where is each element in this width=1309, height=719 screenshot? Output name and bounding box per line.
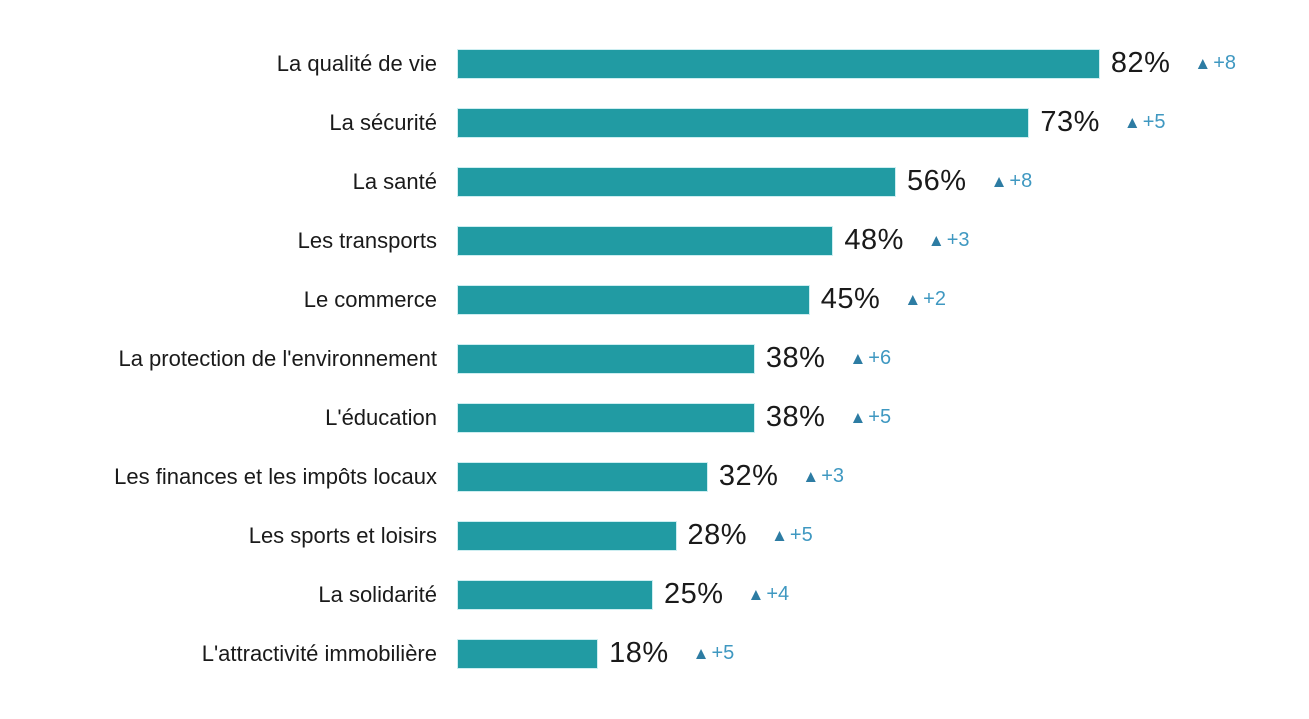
value-bar bbox=[457, 461, 708, 492]
delta-label: +5 bbox=[789, 524, 813, 546]
chart-row: La qualité de vie 82% ▲ +8 bbox=[0, 34, 1309, 93]
chart-row: Les sports et loisirs 28% ▲ +5 bbox=[0, 506, 1309, 565]
value-bar bbox=[457, 638, 599, 669]
category-label: La solidarité bbox=[318, 581, 437, 607]
bar-area: 32% ▲ +3 bbox=[457, 447, 1309, 506]
triangle-up-icon: ▲ bbox=[802, 467, 820, 486]
category-label: La qualité de vie bbox=[276, 50, 437, 76]
value-label: 56% bbox=[907, 165, 967, 197]
category-label: Les finances et les impôts locaux bbox=[114, 463, 437, 489]
value-bar bbox=[457, 579, 653, 610]
chart-row: L'éducation 38% ▲ +5 bbox=[0, 388, 1309, 447]
triangle-up-icon: ▲ bbox=[849, 349, 867, 368]
bar-area: 38% ▲ +5 bbox=[457, 388, 1309, 447]
triangle-up-icon: ▲ bbox=[927, 231, 945, 250]
chart-row: Le commerce 45% ▲ +2 bbox=[0, 270, 1309, 329]
delta-indicator: ▲ +5 bbox=[849, 406, 891, 429]
triangle-up-icon: ▲ bbox=[1123, 113, 1141, 132]
value-label: 38% bbox=[765, 342, 826, 374]
delta-indicator: ▲ +6 bbox=[849, 347, 891, 370]
category-label: Le commerce bbox=[303, 286, 437, 312]
triangle-up-icon: ▲ bbox=[692, 644, 710, 663]
chart-row: Les transports 48% ▲ +3 bbox=[0, 211, 1309, 270]
delta-label: +8 bbox=[1009, 170, 1033, 192]
delta-indicator: ▲ +4 bbox=[748, 583, 790, 606]
delta-label: +5 bbox=[1142, 111, 1166, 133]
bar-area: 48% ▲ +3 bbox=[457, 211, 1309, 270]
triangle-up-icon: ▲ bbox=[904, 290, 922, 309]
category-label: La protection de l'environnement bbox=[118, 345, 437, 371]
horizontal-bar-chart: La qualité de vie 82% ▲ +8 La sécurité 7… bbox=[0, 34, 1309, 683]
delta-label: +3 bbox=[946, 229, 970, 251]
triangle-up-icon: ▲ bbox=[1194, 54, 1212, 73]
value-label: 18% bbox=[609, 637, 669, 669]
value-label: 73% bbox=[1040, 106, 1100, 138]
value-label: 25% bbox=[664, 578, 724, 610]
value-bar bbox=[457, 48, 1100, 79]
delta-indicator: ▲ +5 bbox=[1124, 111, 1166, 134]
value-label: 28% bbox=[687, 519, 748, 551]
delta-indicator: ▲ +8 bbox=[1194, 52, 1236, 75]
chart-row: La santé 56% ▲ +8 bbox=[0, 152, 1309, 211]
bar-area: 45% ▲ +2 bbox=[457, 270, 1309, 329]
delta-label: +5 bbox=[868, 406, 892, 428]
triangle-up-icon: ▲ bbox=[990, 172, 1008, 191]
category-label: Les transports bbox=[297, 227, 437, 253]
category-label: La sécurité bbox=[329, 109, 437, 135]
category-label: La santé bbox=[352, 168, 437, 194]
value-label: 45% bbox=[820, 283, 881, 315]
category-label: L'éducation bbox=[325, 404, 437, 430]
delta-label: +4 bbox=[766, 583, 790, 605]
delta-label: +3 bbox=[821, 465, 845, 487]
delta-label: +6 bbox=[868, 347, 892, 369]
delta-indicator: ▲ +3 bbox=[802, 465, 844, 488]
value-label: 32% bbox=[718, 460, 779, 492]
value-bar bbox=[457, 107, 1030, 138]
bar-area: 56% ▲ +8 bbox=[457, 152, 1309, 211]
value-label: 48% bbox=[844, 224, 904, 256]
value-bar bbox=[457, 284, 810, 315]
category-label: L'attractivité immobilière bbox=[201, 640, 437, 666]
value-label: 38% bbox=[765, 401, 826, 433]
value-label: 82% bbox=[1110, 47, 1171, 79]
value-bar bbox=[457, 166, 897, 197]
delta-indicator: ▲ +3 bbox=[928, 229, 970, 252]
value-bar bbox=[457, 402, 755, 433]
triangle-up-icon: ▲ bbox=[771, 526, 788, 545]
value-bar bbox=[457, 520, 677, 551]
delta-label: +8 bbox=[1213, 52, 1237, 74]
delta-indicator: ▲ +5 bbox=[693, 642, 735, 665]
chart-row: L'attractivité immobilière 18% ▲ +5 bbox=[0, 624, 1309, 683]
chart-row: La solidarité 25% ▲ +4 bbox=[0, 565, 1309, 624]
bar-area: 73% ▲ +5 bbox=[457, 93, 1309, 152]
category-label: Les sports et loisirs bbox=[248, 522, 437, 548]
delta-label: +2 bbox=[923, 288, 946, 310]
triangle-up-icon: ▲ bbox=[747, 585, 765, 604]
bar-area: 38% ▲ +6 bbox=[457, 329, 1309, 388]
bar-area: 82% ▲ +8 bbox=[457, 34, 1309, 93]
bar-area: 25% ▲ +4 bbox=[457, 565, 1309, 624]
delta-indicator: ▲ +8 bbox=[991, 170, 1033, 193]
triangle-up-icon: ▲ bbox=[849, 408, 867, 427]
chart-row: La protection de l'environnement 38% ▲ +… bbox=[0, 329, 1309, 388]
delta-indicator: ▲ +2 bbox=[904, 288, 946, 311]
delta-label: +5 bbox=[711, 642, 735, 664]
bar-area: 28% ▲ +5 bbox=[457, 506, 1309, 565]
bar-area: 18% ▲ +5 bbox=[457, 624, 1309, 683]
value-bar bbox=[457, 225, 834, 256]
delta-indicator: ▲ +5 bbox=[771, 524, 813, 547]
chart-row: Les finances et les impôts locaux 32% ▲ … bbox=[0, 447, 1309, 506]
chart-row: La sécurité 73% ▲ +5 bbox=[0, 93, 1309, 152]
value-bar bbox=[457, 343, 755, 374]
